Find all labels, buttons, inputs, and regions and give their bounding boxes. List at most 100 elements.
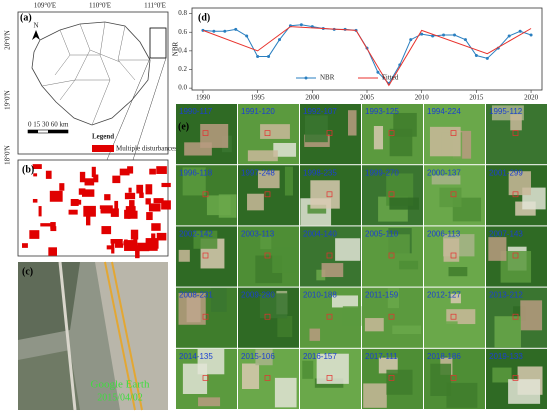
tile-target — [264, 313, 271, 320]
tile-label: 2013-212 — [489, 291, 523, 300]
tile-field — [373, 126, 384, 150]
tile-label: 2003-113 — [241, 230, 275, 239]
tile-label: 2012-127 — [427, 291, 461, 300]
patch — [151, 233, 156, 241]
patch — [112, 175, 121, 184]
tile-field — [387, 288, 400, 309]
tile-target — [388, 252, 395, 259]
tile-field — [259, 293, 288, 319]
tile-label: 2007-143 — [489, 230, 523, 239]
patch — [128, 187, 132, 193]
patch — [124, 240, 136, 251]
x-tick-label: 1990 — [196, 94, 211, 102]
tile-field — [520, 300, 543, 331]
patch — [153, 198, 164, 204]
tile-target — [326, 130, 333, 136]
tile-target — [512, 313, 519, 320]
tile-field — [218, 194, 237, 218]
tile-label: 2011-159 — [365, 291, 399, 300]
panel-label: (e) — [178, 121, 189, 132]
patch — [110, 208, 119, 217]
tile-label: 2017-111 — [365, 352, 398, 361]
point — [529, 33, 533, 37]
tile-field — [492, 367, 512, 383]
tile-label: 2004-140 — [303, 230, 337, 239]
patch — [149, 168, 156, 175]
lon-label: 110°0'E — [89, 2, 111, 10]
tile-field — [241, 363, 260, 389]
tile-field — [392, 325, 422, 335]
point — [267, 54, 271, 58]
panel-label: (c) — [22, 266, 33, 277]
patch — [145, 184, 153, 195]
tile-label: 2001-299 — [489, 168, 523, 177]
patch — [32, 164, 42, 169]
series-line — [202, 26, 532, 87]
patch — [104, 194, 111, 201]
patch — [79, 171, 86, 183]
point — [223, 29, 227, 33]
tile-field — [378, 357, 398, 374]
patch — [146, 212, 153, 221]
patch — [151, 223, 161, 231]
tile-label: 2006-113 — [427, 230, 461, 239]
tile-target — [202, 130, 209, 136]
tile-label: 1993-125 — [365, 107, 399, 116]
patch — [145, 198, 151, 205]
patch — [83, 205, 96, 217]
tile-field — [277, 315, 293, 338]
tile-target — [326, 375, 333, 381]
patch — [79, 191, 83, 195]
patch — [40, 223, 53, 227]
tile-target — [512, 375, 519, 381]
tile-field — [399, 260, 419, 270]
tile-target — [388, 313, 395, 320]
patch — [139, 192, 144, 198]
y-tick-label: 0.8 — [178, 9, 187, 17]
y-axis-label: NBR — [172, 41, 180, 56]
patch — [145, 238, 159, 249]
point — [518, 29, 522, 33]
tile-field — [257, 170, 280, 189]
patch — [70, 199, 79, 206]
image-date: 2015/04/02 — [97, 392, 143, 403]
tile-field — [309, 328, 321, 341]
tile-field — [178, 292, 206, 325]
tile-label: 2000-137 — [427, 168, 461, 177]
tile-label: 1998-235 — [303, 168, 337, 177]
patch — [135, 247, 140, 259]
tile-target — [326, 191, 333, 198]
tile-field — [446, 382, 478, 408]
patch — [85, 214, 91, 226]
tile-field — [310, 180, 340, 209]
tile-target — [388, 191, 395, 198]
x-tick-label: 2000 — [305, 94, 320, 102]
tile-field — [342, 306, 362, 326]
y-tick-label: 0.0 — [178, 84, 187, 92]
point — [420, 32, 424, 36]
patch — [84, 178, 95, 186]
tile-label: 2009-280 — [241, 291, 275, 300]
tile-target — [202, 191, 209, 198]
patch — [137, 242, 150, 252]
lon-label: 111°0'E — [144, 2, 166, 10]
patch — [101, 226, 112, 235]
point — [442, 33, 446, 37]
tile-target — [512, 252, 519, 259]
tile-target — [202, 252, 209, 259]
patch — [68, 209, 78, 215]
tile-target — [512, 130, 519, 136]
point — [376, 70, 380, 74]
x-tick-label: 2010 — [415, 94, 430, 102]
tile-field — [197, 349, 225, 375]
tile-target — [202, 313, 209, 320]
tile-target — [450, 375, 457, 381]
tile-field — [386, 369, 413, 395]
legend-label: Fitted — [382, 74, 399, 82]
tile-field — [305, 115, 328, 143]
tile-label: 2010-188 — [303, 291, 337, 300]
tile-field — [316, 353, 349, 384]
tile-target — [264, 375, 271, 381]
y-tick-label: 0.4 — [178, 46, 187, 54]
tile-target — [512, 191, 519, 198]
